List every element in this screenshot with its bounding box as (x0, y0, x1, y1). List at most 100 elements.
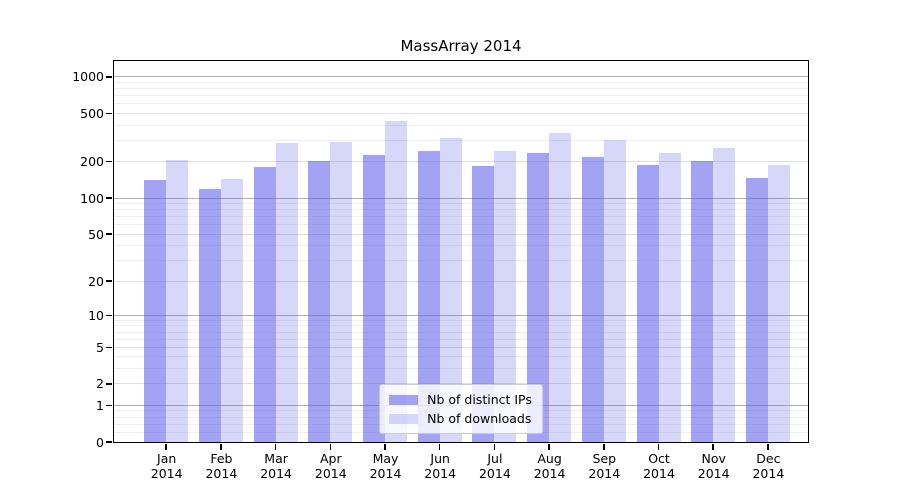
minor-gridline (114, 81, 808, 83)
x-tick-label: Nov 2014 (682, 451, 746, 481)
legend-swatch-distinct-ips-icon (389, 394, 419, 405)
x-axis-tick (438, 444, 441, 450)
y-axis-tick (106, 280, 112, 282)
mid-gridline (114, 280, 808, 282)
bar-downloads (767, 164, 790, 442)
major-gridline (114, 314, 808, 316)
bar-downloads (439, 138, 462, 442)
y-axis-tick (106, 76, 112, 78)
y-tick-label: 2 (96, 376, 104, 392)
legend-label-distinct-ips: Nb of distinct IPs (427, 392, 532, 407)
bar-downloads (275, 143, 298, 442)
minor-gridline (114, 216, 808, 218)
x-tick-label-year: 2014 (752, 466, 785, 481)
x-tick-label-year: 2014 (205, 466, 238, 481)
legend-item-downloads: Nb of downloads (389, 409, 532, 428)
y-tick-label: 0 (96, 434, 104, 450)
bar-distinct-ips (363, 155, 385, 442)
x-tick-label-year: 2014 (478, 466, 511, 481)
x-tick-label: Sep 2014 (572, 451, 636, 481)
legend-label-downloads: Nb of downloads (427, 411, 532, 426)
bar-downloads (220, 179, 243, 442)
x-tick-label: May 2014 (354, 451, 418, 481)
y-axis-tick (106, 404, 112, 407)
minor-gridline (114, 203, 808, 205)
y-tick-label: 10 (88, 307, 104, 323)
x-tick-label-year: 2014 (260, 466, 292, 481)
x-tick-label: Feb 2014 (189, 451, 253, 481)
bar-downloads (603, 139, 626, 442)
minor-gridline (114, 139, 808, 141)
x-axis-tick (220, 444, 222, 450)
legend: Nb of distinct IPs Nb of downloads (379, 384, 543, 434)
bar-distinct-ips (472, 165, 495, 442)
x-axis-tick (384, 444, 386, 450)
y-tick-label: 1000 (72, 69, 104, 85)
x-axis-tick (657, 444, 660, 450)
y-tick-label: 500 (80, 105, 104, 121)
x-axis-tick (165, 444, 167, 450)
minor-gridline (114, 356, 808, 358)
x-tick-label-year: 2014 (533, 466, 566, 481)
x-axis-tick (493, 444, 496, 450)
y-axis-tick (106, 112, 112, 115)
bar-downloads (330, 142, 353, 442)
legend-swatch-downloads-icon (389, 413, 419, 424)
minor-gridline (114, 224, 808, 226)
bar-downloads (658, 153, 681, 442)
mid-gridline (114, 112, 808, 114)
y-axis-tick (106, 314, 112, 316)
x-tick-label-year: 2014 (150, 466, 183, 481)
x-tick-label-year: 2014 (314, 466, 347, 481)
y-axis-tick (106, 160, 112, 163)
x-tick-label: Oct 2014 (627, 451, 691, 481)
x-tick-label: Aug 2014 (518, 451, 582, 481)
x-axis-tick (712, 444, 714, 450)
bar-distinct-ips (198, 189, 221, 442)
y-tick-label: 5 (96, 339, 104, 355)
x-tick-label-year: 2014 (369, 466, 402, 481)
x-axis-tick (548, 444, 550, 450)
bar-distinct-ips (308, 161, 331, 442)
y-tick-label: 200 (80, 154, 104, 170)
x-tick-label: Dec 2014 (736, 451, 800, 481)
y-tick-label: 50 (88, 226, 104, 242)
bar-distinct-ips (527, 153, 550, 442)
x-tick-label-year: 2014 (697, 466, 730, 481)
y-axis-tick (106, 346, 112, 349)
bar-downloads (385, 121, 407, 442)
minor-gridline (114, 95, 808, 97)
y-axis-tick (106, 233, 112, 235)
x-axis-tick (767, 444, 769, 450)
y-tick-label: 20 (88, 273, 104, 289)
bar-downloads (494, 150, 517, 442)
x-tick-label-year: 2014 (424, 466, 457, 481)
bar-distinct-ips (144, 180, 167, 442)
bar-distinct-ips (253, 167, 276, 442)
bar-downloads (166, 160, 189, 442)
y-axis-tick (106, 197, 112, 199)
bar-distinct-ips (581, 157, 604, 442)
mid-gridline (114, 161, 808, 163)
x-tick-label-year: 2014 (588, 466, 621, 481)
y-axis-tick (106, 441, 112, 443)
bar-downloads (713, 147, 736, 442)
x-axis-tick (329, 444, 332, 450)
minor-gridline (114, 331, 808, 333)
minor-gridline (114, 88, 808, 90)
x-tick-label: Jul 2014 (463, 451, 527, 481)
mid-gridline (114, 346, 808, 348)
minor-gridline (114, 124, 808, 126)
x-axis-tick (603, 444, 605, 450)
legend-item-distinct-ips: Nb of distinct IPs (389, 390, 532, 409)
y-axis-tick (106, 383, 112, 385)
minor-gridline (114, 209, 808, 211)
minor-gridline (114, 260, 808, 261)
y-tick-label: 1 (96, 397, 104, 413)
x-tick-label: Mar 2014 (244, 451, 308, 481)
x-tick-label: Jun 2014 (408, 451, 472, 481)
minor-gridline (114, 103, 808, 105)
bar-distinct-ips (691, 161, 714, 442)
x-tick-label-year: 2014 (643, 466, 675, 481)
